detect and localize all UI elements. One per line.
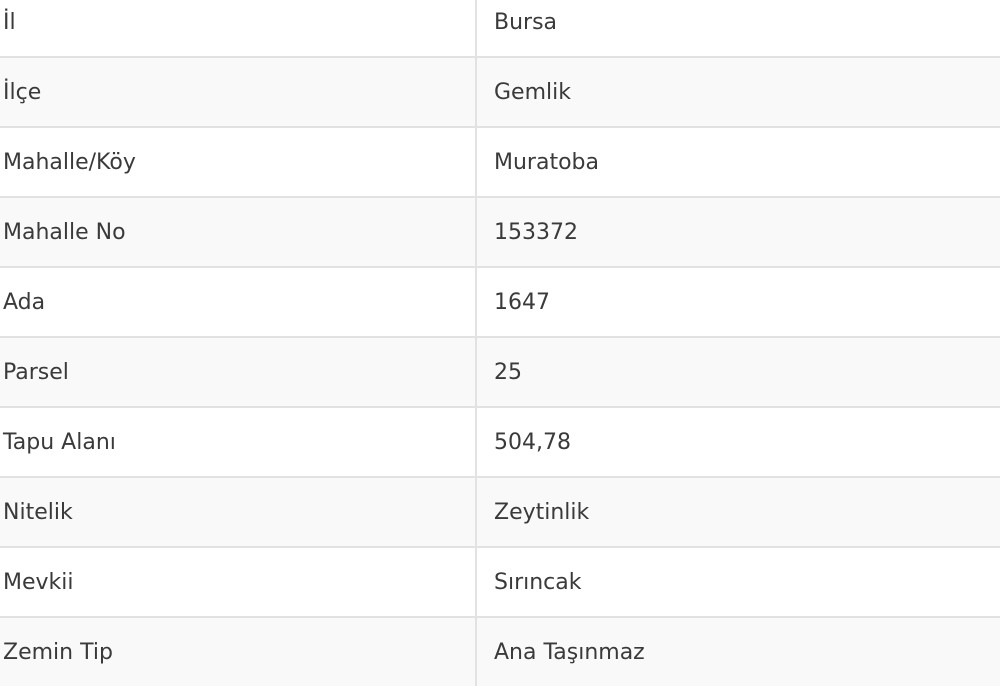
table-row: Ada 1647 bbox=[0, 266, 1000, 337]
row-label: Ada bbox=[0, 266, 477, 337]
table-row: Nitelik Zeytinlik bbox=[0, 476, 1000, 547]
row-value: Zeytinlik bbox=[476, 476, 1000, 547]
row-label: İlçe bbox=[0, 56, 477, 127]
row-label: Zemin Tip bbox=[0, 616, 477, 686]
table-row: İlçe Gemlik bbox=[0, 56, 1000, 127]
row-value: Muratoba bbox=[476, 126, 1000, 197]
row-value: Bursa bbox=[494, 9, 558, 35]
row-label: Nitelik bbox=[0, 476, 477, 547]
row-value: 504,78 bbox=[476, 406, 1000, 477]
row-value: 25 bbox=[476, 336, 1000, 407]
row-value: Sırıncak bbox=[476, 546, 1000, 617]
table-row: Parsel 25 bbox=[0, 336, 1000, 407]
table-row: Tapu Alanı 504,78 bbox=[0, 406, 1000, 477]
table-row: Mevkii Sırıncak bbox=[0, 546, 1000, 617]
row-value: 153372 bbox=[476, 196, 1000, 267]
row-label: Mahalle/Köy bbox=[0, 126, 477, 197]
row-label: Tapu Alanı bbox=[0, 406, 477, 477]
table-row: Zemin Tip Ana Taşınmaz bbox=[0, 616, 1000, 686]
table-row: İl Bursa bbox=[0, 0, 1000, 57]
row-label: Mevkii bbox=[0, 546, 477, 617]
row-label: Parsel bbox=[0, 336, 477, 407]
row-label: İl bbox=[0, 0, 477, 57]
row-value: Gemlik bbox=[476, 56, 1000, 127]
table-row: Mahalle/Köy Muratoba bbox=[0, 126, 1000, 197]
row-label: Mahalle No bbox=[0, 196, 477, 267]
row-value: 1647 bbox=[476, 266, 1000, 337]
table-row: Mahalle No 153372 bbox=[0, 196, 1000, 267]
row-value: Ana Taşınmaz bbox=[476, 616, 1000, 686]
